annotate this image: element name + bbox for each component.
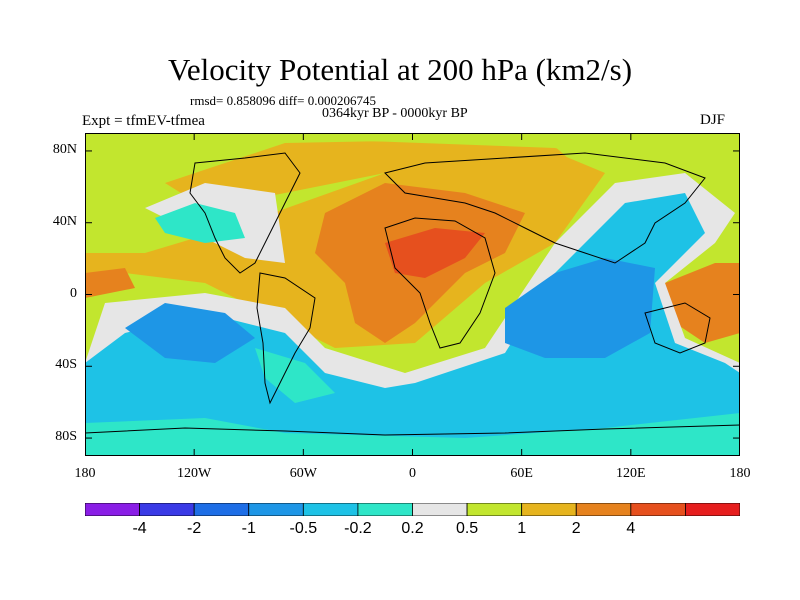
colorbar-swatch (521, 503, 577, 516)
lat-tick-marks (85, 150, 740, 439)
lat-tick-label: 0 (70, 285, 77, 301)
lon-tick-label: 120E (616, 466, 646, 481)
colorbar (85, 503, 740, 516)
lon-tick-marks (85, 133, 740, 456)
colorbar-label: 2 (571, 520, 581, 537)
colorbar-swatch (139, 503, 195, 516)
colorbar-swatch (466, 503, 523, 516)
lat-tick-label: 40N (52, 213, 77, 229)
colorbar-label: -0.2 (344, 520, 372, 537)
coastline-australia (644, 302, 711, 354)
field-region-pacific-east-high (665, 263, 740, 343)
lat-tick-label: 40S (55, 357, 77, 373)
colorbar-swatch (85, 503, 140, 516)
colorbar-label: -2 (187, 520, 202, 537)
field-region-indian-ocean-low (85, 193, 740, 456)
lon-tick-label: 0 (409, 466, 416, 481)
colorbar-swatch (575, 503, 632, 516)
field-region-south-pacific-low (125, 303, 255, 363)
field-region-africa-core (385, 228, 485, 278)
velocity-potential-map (85, 133, 740, 456)
lon-tick-label: 180 (74, 466, 96, 481)
field-region-antarctic (85, 413, 740, 456)
colorbar-swatch (357, 503, 413, 516)
colorbar-swatch (685, 503, 740, 516)
lat-tick-label: 80S (55, 429, 77, 445)
field-region-indian-ocean-core (505, 258, 655, 358)
colorbar-label: -4 (132, 520, 147, 537)
experiment-label: Expt = tfmEV-tfmea (82, 113, 205, 129)
field-region-pacific-west-high (85, 268, 135, 298)
stats-label: rmsd= 0.858096 diff= 0.000206745 (190, 93, 376, 108)
colorbar-swatch (630, 503, 686, 516)
colorbar-label: 0.2 (401, 520, 424, 537)
coastline-africa (384, 217, 496, 349)
colorbar-swatch (412, 503, 468, 516)
colorbar-label: 1 (517, 520, 527, 537)
coastline-europe-asia (384, 152, 706, 264)
colorbar-label: 4 (626, 520, 636, 537)
field-region-north-band (165, 138, 585, 208)
lon-tick-label: 180 (729, 466, 751, 481)
colorbar-swatch (193, 503, 250, 516)
lon-tick-label: 60E (510, 466, 533, 481)
period-label: 0364kyr BP - 0000kyr BP (322, 106, 468, 121)
coastline-south-america (256, 272, 316, 405)
colorbar-label: 0.5 (455, 520, 479, 537)
lon-tick-label: 120W (177, 466, 212, 481)
field-region-north-pacific-low (155, 203, 245, 243)
colorbar-label: -1 (241, 520, 256, 537)
season-label: DJF (700, 112, 726, 128)
coastline-antarctica (85, 424, 740, 436)
colorbar-swatch (302, 503, 359, 516)
colorbar-swatch (248, 503, 304, 516)
coastline-north-america (189, 152, 301, 274)
lon-tick-label: 60W (289, 466, 317, 481)
colorbar-label: -0.5 (289, 520, 318, 537)
lat-tick-label: 80N (52, 141, 77, 157)
coastlines (85, 152, 740, 436)
map-title: Velocity Potential at 200 hPa (km2/s) (167, 52, 633, 87)
field-region-arctic (85, 133, 740, 173)
field-region-south-atlantic (255, 348, 335, 403)
